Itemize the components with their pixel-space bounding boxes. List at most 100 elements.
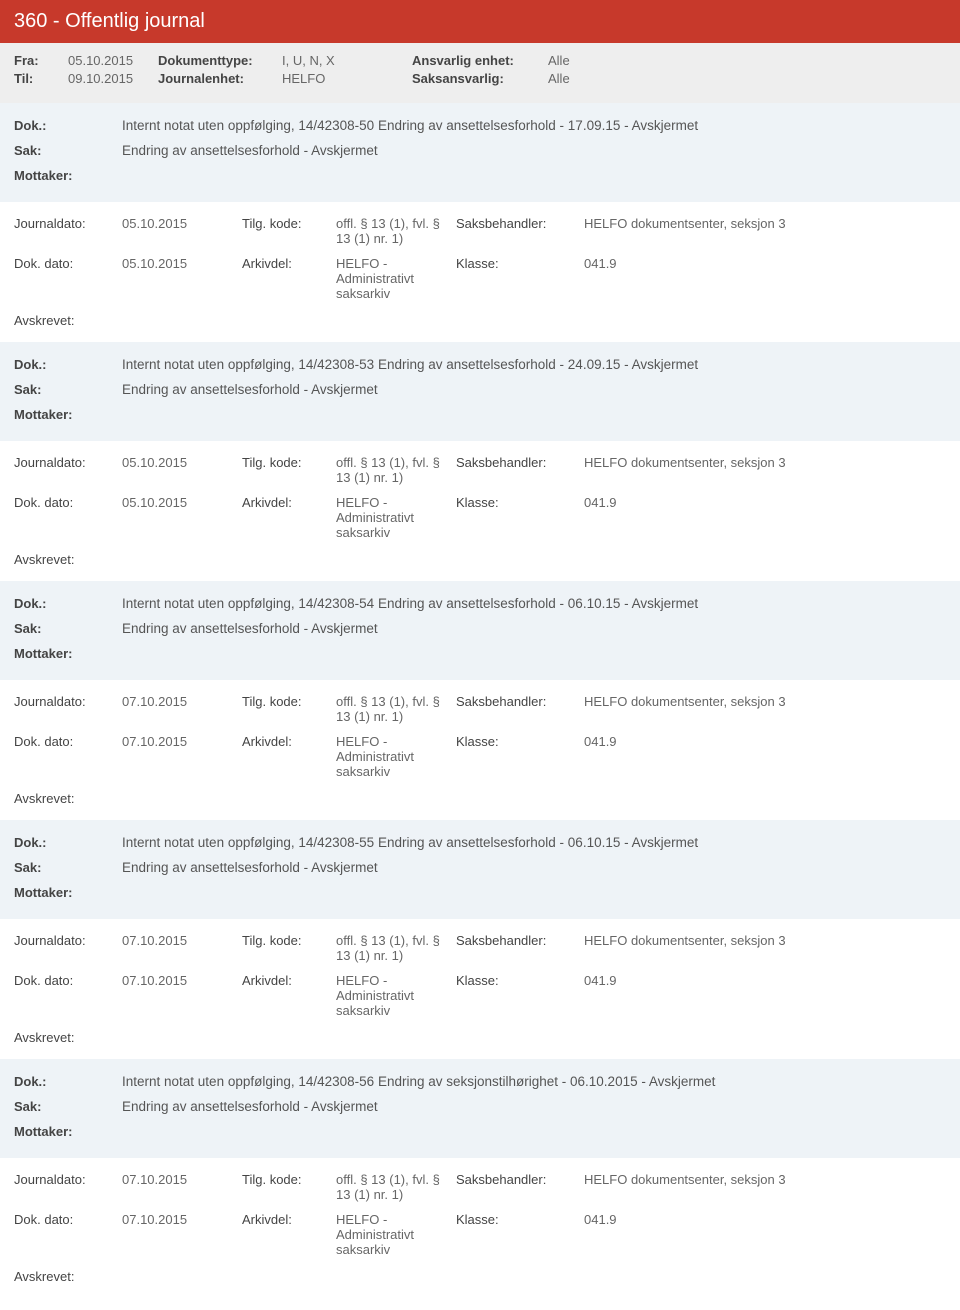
arkivdel-label: Arkivdel: xyxy=(242,734,336,779)
tilgkode-label: Tilg. kode: xyxy=(242,216,336,246)
fra-label: Fra: xyxy=(14,53,68,68)
page-header: 360 - Offentlig journal xyxy=(0,0,960,43)
dokdato-value: 07.10.2015 xyxy=(122,1212,242,1257)
journal-entry-details: Journaldato:07.10.2015Tilg. kode:offl. §… xyxy=(0,918,960,1059)
sak-value: Endring av ansettelsesforhold - Avskjerm… xyxy=(122,382,946,397)
avskrevet-label: Avskrevet: xyxy=(14,548,946,573)
avskrevet-label: Avskrevet: xyxy=(14,1026,946,1051)
saksbehandler-label: Saksbehandler: xyxy=(456,933,584,963)
sak-value: Endring av ansettelsesforhold - Avskjerm… xyxy=(122,860,946,875)
filter-row-2: Til: 09.10.2015 Journalenhet: HELFO Saks… xyxy=(14,71,946,86)
entries-container: Dok.:Internt notat uten oppfølging, 14/4… xyxy=(0,103,960,1298)
klasse-value: 041.9 xyxy=(584,256,946,301)
page-title: 360 - Offentlig journal xyxy=(14,10,205,32)
arkivdel-value: HELFO - Administrativt saksarkiv xyxy=(336,495,456,540)
dokdato-label: Dok. dato: xyxy=(14,495,122,540)
dok-label: Dok.: xyxy=(14,835,122,850)
avskrevet-label: Avskrevet: xyxy=(14,787,946,812)
dokdato-label: Dok. dato: xyxy=(14,1212,122,1257)
journal-entry: Dok.:Internt notat uten oppfølging, 14/4… xyxy=(0,820,960,918)
saksansvarlig-value: Alle xyxy=(548,71,570,86)
arkivdel-label: Arkivdel: xyxy=(242,1212,336,1257)
journal-entry: Dok.:Internt notat uten oppfølging, 14/4… xyxy=(0,103,960,201)
dok-label: Dok.: xyxy=(14,1074,122,1089)
arkivdel-label: Arkivdel: xyxy=(242,256,336,301)
filter-row-1: Fra: 05.10.2015 Dokumenttype: I, U, N, X… xyxy=(14,53,946,68)
dok-label: Dok.: xyxy=(14,357,122,372)
dok-value: Internt notat uten oppfølging, 14/42308-… xyxy=(122,835,946,850)
klasse-value: 041.9 xyxy=(584,495,946,540)
journaldato-value: 05.10.2015 xyxy=(122,455,242,485)
tilgkode-value: offl. § 13 (1), fvl. § 13 (1) nr. 1) xyxy=(336,455,456,485)
klasse-label: Klasse: xyxy=(456,495,584,540)
ansvarlig-value: Alle xyxy=(548,53,570,68)
arkivdel-value: HELFO - Administrativt saksarkiv xyxy=(336,256,456,301)
avskrevet-label: Avskrevet: xyxy=(14,1265,946,1290)
details-grid: Journaldato:07.10.2015Tilg. kode:offl. §… xyxy=(14,694,946,779)
saksbehandler-value: HELFO dokumentsenter, seksjon 3 xyxy=(584,455,946,485)
saksansvarlig-label: Saksansvarlig: xyxy=(412,71,548,86)
journal-entry: Dok.:Internt notat uten oppfølging, 14/4… xyxy=(0,581,960,679)
ansvarlig-label: Ansvarlig enhet: xyxy=(412,53,548,68)
fra-value: 05.10.2015 xyxy=(68,53,158,68)
dok-value: Internt notat uten oppfølging, 14/42308-… xyxy=(122,1074,946,1089)
tilgkode-label: Tilg. kode: xyxy=(242,694,336,724)
dokdato-label: Dok. dato: xyxy=(14,973,122,1018)
dok-value: Internt notat uten oppfølging, 14/42308-… xyxy=(122,357,946,372)
journal-entry-details: Journaldato:07.10.2015Tilg. kode:offl. §… xyxy=(0,679,960,820)
til-label: Til: xyxy=(14,71,68,86)
mottaker-label: Mottaker: xyxy=(14,168,122,183)
tilgkode-value: offl. § 13 (1), fvl. § 13 (1) nr. 1) xyxy=(336,1172,456,1202)
dokdato-value: 07.10.2015 xyxy=(122,734,242,779)
journalenhet-value: HELFO xyxy=(282,71,412,86)
sak-value: Endring av ansettelsesforhold - Avskjerm… xyxy=(122,143,946,158)
mottaker-label: Mottaker: xyxy=(14,885,122,900)
journal-entry-details: Journaldato:05.10.2015Tilg. kode:offl. §… xyxy=(0,201,960,342)
saksbehandler-label: Saksbehandler: xyxy=(456,694,584,724)
journalenhet-label: Journalenhet: xyxy=(158,71,282,86)
sak-value: Endring av ansettelsesforhold - Avskjerm… xyxy=(122,621,946,636)
klasse-label: Klasse: xyxy=(456,256,584,301)
journaldato-label: Journaldato: xyxy=(14,455,122,485)
saksbehandler-label: Saksbehandler: xyxy=(456,216,584,246)
dokdato-label: Dok. dato: xyxy=(14,734,122,779)
saksbehandler-value: HELFO dokumentsenter, seksjon 3 xyxy=(584,694,946,724)
klasse-label: Klasse: xyxy=(456,973,584,1018)
journal-entry: Dok.:Internt notat uten oppfølging, 14/4… xyxy=(0,342,960,440)
tilgkode-value: offl. § 13 (1), fvl. § 13 (1) nr. 1) xyxy=(336,694,456,724)
arkivdel-value: HELFO - Administrativt saksarkiv xyxy=(336,734,456,779)
sak-label: Sak: xyxy=(14,860,122,875)
tilgkode-value: offl. § 13 (1), fvl. § 13 (1) nr. 1) xyxy=(336,216,456,246)
journaldato-value: 07.10.2015 xyxy=(122,694,242,724)
dokdato-value: 07.10.2015 xyxy=(122,973,242,1018)
journal-entry: Dok.:Internt notat uten oppfølging, 14/4… xyxy=(0,1059,960,1157)
avskrevet-label: Avskrevet: xyxy=(14,309,946,334)
saksbehandler-label: Saksbehandler: xyxy=(456,455,584,485)
mottaker-label: Mottaker: xyxy=(14,407,122,422)
arkivdel-label: Arkivdel: xyxy=(242,495,336,540)
arkivdel-label: Arkivdel: xyxy=(242,973,336,1018)
til-value: 09.10.2015 xyxy=(68,71,158,86)
klasse-value: 041.9 xyxy=(584,734,946,779)
details-grid: Journaldato:05.10.2015Tilg. kode:offl. §… xyxy=(14,216,946,301)
journal-entry-details: Journaldato:07.10.2015Tilg. kode:offl. §… xyxy=(0,1157,960,1298)
tilgkode-label: Tilg. kode: xyxy=(242,933,336,963)
dok-value: Internt notat uten oppfølging, 14/42308-… xyxy=(122,596,946,611)
dokdato-value: 05.10.2015 xyxy=(122,256,242,301)
saksbehandler-label: Saksbehandler: xyxy=(456,1172,584,1202)
saksbehandler-value: HELFO dokumentsenter, seksjon 3 xyxy=(584,1172,946,1202)
sak-value: Endring av ansettelsesforhold - Avskjerm… xyxy=(122,1099,946,1114)
dok-label: Dok.: xyxy=(14,596,122,611)
klasse-label: Klasse: xyxy=(456,734,584,779)
journaldato-label: Journaldato: xyxy=(14,933,122,963)
journaldato-value: 05.10.2015 xyxy=(122,216,242,246)
mottaker-label: Mottaker: xyxy=(14,646,122,661)
arkivdel-value: HELFO - Administrativt saksarkiv xyxy=(336,1212,456,1257)
journaldato-label: Journaldato: xyxy=(14,216,122,246)
tilgkode-label: Tilg. kode: xyxy=(242,1172,336,1202)
details-grid: Journaldato:05.10.2015Tilg. kode:offl. §… xyxy=(14,455,946,540)
dok-label: Dok.: xyxy=(14,118,122,133)
tilgkode-value: offl. § 13 (1), fvl. § 13 (1) nr. 1) xyxy=(336,933,456,963)
details-grid: Journaldato:07.10.2015Tilg. kode:offl. §… xyxy=(14,933,946,1018)
klasse-value: 041.9 xyxy=(584,973,946,1018)
